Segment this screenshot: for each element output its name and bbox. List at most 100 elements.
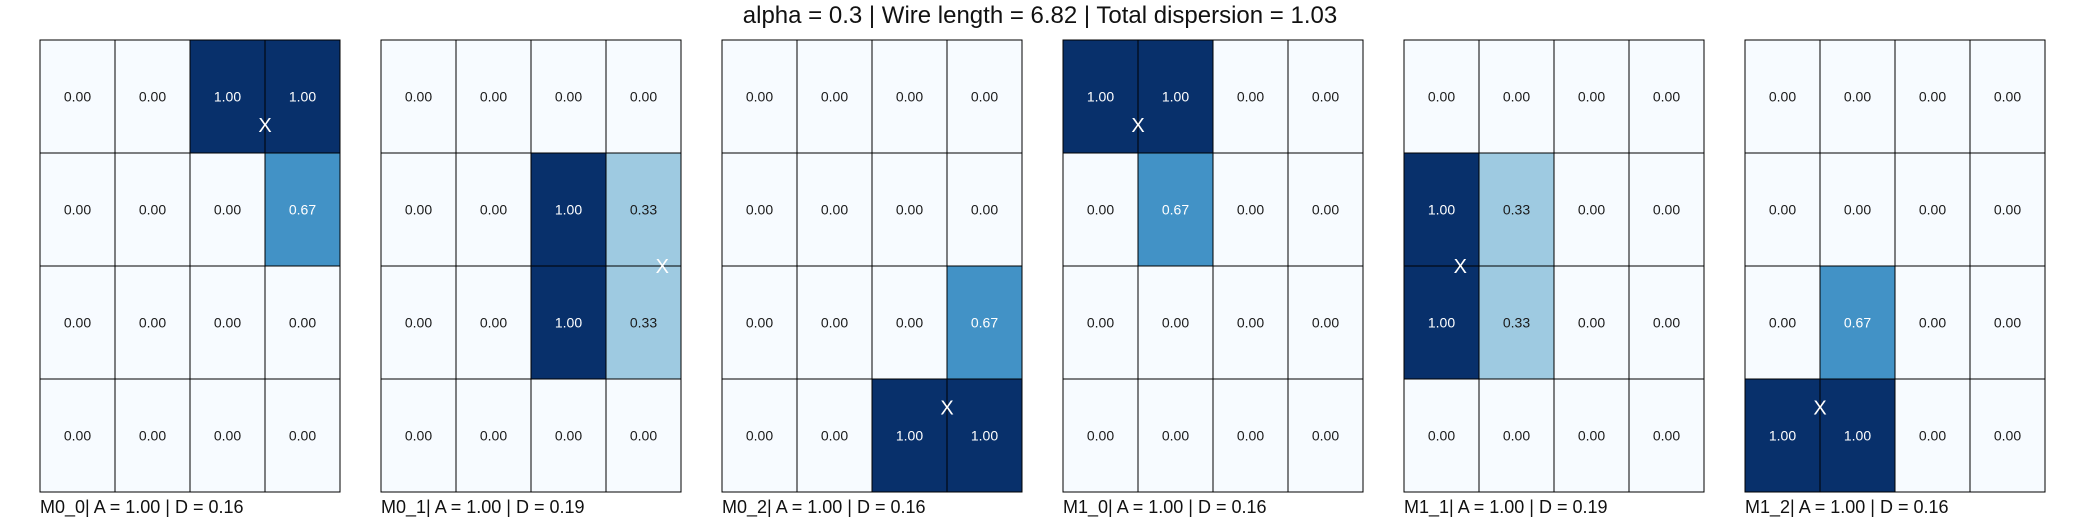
cell-value-label: 0.67 — [289, 202, 316, 218]
cell-value-label: 0.00 — [64, 315, 91, 331]
cell-value-label: 0.00 — [289, 315, 316, 331]
cell-value-label: 0.33 — [1503, 202, 1530, 218]
heatmap-cell — [530, 378, 607, 493]
heatmap-cell — [380, 378, 457, 493]
heatmap-cell — [796, 378, 873, 493]
cell-value-label: 0.00 — [1994, 428, 2021, 444]
cell-value-label: 1.00 — [1087, 89, 1114, 105]
centroid-marker: X — [1813, 397, 1826, 419]
heatmap-cell — [1819, 39, 1896, 154]
cell-value-label: 1.00 — [1844, 428, 1871, 444]
centroid-marker: X — [1454, 256, 1467, 278]
cell-value-label: 0.00 — [555, 89, 582, 105]
heatmap-cell — [189, 152, 266, 267]
centroid-marker: X — [258, 115, 271, 137]
heatmap-cell — [1287, 265, 1364, 380]
cell-value-label: 1.00 — [555, 202, 582, 218]
panel-caption: M1_2| A = 1.00 | D = 0.16 — [1745, 497, 1949, 518]
cell-value-label: 0.00 — [896, 315, 923, 331]
cell-value-label: 0.00 — [1994, 315, 2021, 331]
heatmap-cell — [1744, 152, 1821, 267]
cell-value-label: 0.00 — [1237, 202, 1264, 218]
cell-value-label: 0.00 — [1769, 202, 1796, 218]
cell-value-label: 0.00 — [746, 202, 773, 218]
heatmap-cell — [605, 152, 682, 267]
heatmap-panel-3: 1.00 1.00 0.00 0.00 0.00 0.67 0.00 0.00 0.00 0.00… — [1062, 39, 1364, 518]
cell-value-label: 0.00 — [1919, 428, 1946, 444]
cell-value-label: 1.00 — [1162, 89, 1189, 105]
cell-value-label: 1.00 — [971, 428, 998, 444]
heatmap-cell — [1628, 378, 1705, 493]
heatmap-cell — [1403, 39, 1480, 154]
cell-value-label: 0.00 — [1578, 315, 1605, 331]
heatmap-cell — [721, 378, 798, 493]
cell-value-label: 1.00 — [1428, 202, 1455, 218]
cell-value-label: 1.00 — [555, 315, 582, 331]
heatmap-cell — [1137, 265, 1214, 380]
cell-value-label: 1.00 — [1428, 315, 1455, 331]
cell-value-label: 0.00 — [1769, 89, 1796, 105]
panel-caption: M1_1| A = 1.00 | D = 0.19 — [1404, 497, 1608, 518]
heatmap-cell — [605, 39, 682, 154]
heatmap-cell — [1628, 152, 1705, 267]
cell-value-label: 0.00 — [289, 428, 316, 444]
cell-value-label: 0.00 — [555, 428, 582, 444]
cell-value-label: 0.00 — [1428, 89, 1455, 105]
panel-caption: M1_0| A = 1.00 | D = 0.16 — [1063, 497, 1267, 518]
cell-value-label: 0.00 — [405, 428, 432, 444]
cell-value-label: 0.67 — [971, 315, 998, 331]
cell-value-label: 0.00 — [64, 89, 91, 105]
heatmap-cell — [39, 265, 116, 380]
cell-value-label: 1.00 — [1769, 428, 1796, 444]
heatmap-cell — [380, 265, 457, 380]
heatmap-cell — [1478, 378, 1555, 493]
heatmap-cell — [871, 152, 948, 267]
heatmap-cell — [1212, 265, 1289, 380]
heatmap-cell — [871, 39, 948, 154]
heatmap-cell — [39, 39, 116, 154]
cell-value-label: 0.33 — [630, 202, 657, 218]
cell-value-label: 0.00 — [1503, 428, 1530, 444]
heatmap-panel-1: 0.00 0.00 0.00 0.00 0.00 0.00 1.00 0.33 0.00 0.00… — [380, 39, 682, 518]
heatmap-panel-4: 0.00 0.00 0.00 0.00 1.00 0.33 0.00 0.00 1.00 0.33… — [1403, 39, 1705, 518]
cell-value-label: 0.00 — [821, 315, 848, 331]
figure-title: alpha = 0.3 | Wire length = 6.82 | Total… — [742, 2, 1338, 29]
cell-value-label: 0.00 — [64, 428, 91, 444]
heatmap-cell — [946, 39, 1023, 154]
heatmap-cell — [1819, 152, 1896, 267]
cell-value-label: 0.00 — [1844, 89, 1871, 105]
heatmap-cell — [1137, 39, 1214, 154]
heatmap-cell — [189, 378, 266, 493]
centroid-marker: X — [1131, 115, 1144, 137]
heatmap-cell — [455, 152, 532, 267]
heatmap-cell — [264, 39, 341, 154]
cell-value-label: 0.00 — [630, 89, 657, 105]
cell-value-label: 0.00 — [821, 89, 848, 105]
cell-value-label: 0.00 — [405, 202, 432, 218]
cell-value-label: 0.00 — [480, 315, 507, 331]
cell-value-label: 0.00 — [1087, 428, 1114, 444]
heatmap-cell — [1062, 378, 1139, 493]
cell-value-label: 0.00 — [971, 89, 998, 105]
heatmap-cell — [1478, 152, 1555, 267]
heatmap-cell — [189, 39, 266, 154]
cell-value-label: 0.67 — [1844, 315, 1871, 331]
cell-value-label: 0.00 — [139, 428, 166, 444]
heatmap-cell — [1969, 152, 2046, 267]
cell-value-label: 0.00 — [821, 202, 848, 218]
cell-value-label: 0.00 — [480, 89, 507, 105]
panel-caption: M0_0| A = 1.00 | D = 0.16 — [40, 497, 244, 518]
cell-value-label: 0.00 — [214, 315, 241, 331]
cell-value-label: 0.00 — [1578, 202, 1605, 218]
heatmap-cell — [1478, 265, 1555, 380]
heatmap-cell — [796, 39, 873, 154]
cell-value-label: 0.00 — [405, 89, 432, 105]
cell-value-label: 0.00 — [1087, 202, 1114, 218]
heatmap-cell — [1969, 378, 2046, 493]
heatmap-cell — [1894, 265, 1971, 380]
heatmap-cell — [946, 378, 1023, 493]
heatmap-cell — [1137, 152, 1214, 267]
heatmap-cell — [1062, 39, 1139, 154]
heatmap-cell — [796, 265, 873, 380]
panel-caption: M0_2| A = 1.00 | D = 0.16 — [722, 497, 926, 518]
